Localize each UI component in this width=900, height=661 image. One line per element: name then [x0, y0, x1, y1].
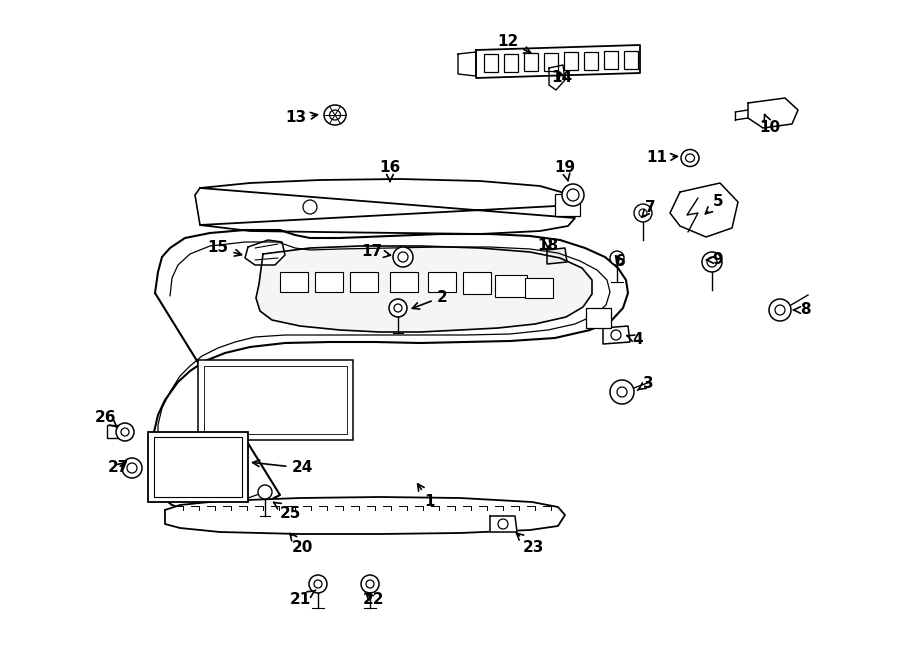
- Circle shape: [393, 247, 413, 267]
- Circle shape: [562, 184, 584, 206]
- Circle shape: [634, 204, 652, 222]
- Bar: [524, 53, 538, 71]
- Text: 25: 25: [274, 502, 301, 520]
- Text: 23: 23: [517, 533, 544, 555]
- Text: 26: 26: [94, 410, 117, 428]
- Circle shape: [398, 252, 408, 262]
- Bar: [463, 272, 491, 294]
- Bar: [428, 272, 456, 292]
- Bar: [584, 52, 598, 69]
- Bar: [154, 437, 242, 497]
- Text: 4: 4: [627, 332, 644, 348]
- Circle shape: [366, 580, 374, 588]
- Text: 15: 15: [207, 241, 241, 256]
- Circle shape: [610, 251, 624, 265]
- Circle shape: [116, 423, 134, 441]
- Polygon shape: [245, 240, 285, 265]
- Circle shape: [122, 458, 142, 478]
- Circle shape: [394, 304, 402, 312]
- Text: 22: 22: [362, 592, 383, 607]
- Bar: [555, 194, 580, 216]
- Bar: [148, 432, 248, 502]
- Text: 12: 12: [498, 34, 531, 53]
- Circle shape: [361, 575, 379, 593]
- Text: 8: 8: [794, 303, 810, 317]
- Bar: [604, 51, 618, 69]
- Text: 19: 19: [554, 159, 576, 180]
- Circle shape: [258, 485, 272, 499]
- Circle shape: [707, 257, 717, 267]
- Circle shape: [617, 387, 627, 397]
- Circle shape: [769, 299, 791, 321]
- Text: 11: 11: [646, 151, 678, 165]
- Circle shape: [775, 305, 785, 315]
- Circle shape: [611, 330, 621, 340]
- Ellipse shape: [681, 149, 699, 167]
- Polygon shape: [670, 183, 738, 237]
- Text: 5: 5: [706, 194, 724, 214]
- Bar: [198, 360, 353, 440]
- Text: 7: 7: [642, 200, 655, 217]
- Bar: [544, 52, 558, 71]
- Text: 16: 16: [380, 161, 400, 182]
- Polygon shape: [458, 52, 476, 76]
- Polygon shape: [165, 497, 565, 534]
- Circle shape: [121, 428, 129, 436]
- Bar: [107, 425, 121, 438]
- Bar: [504, 54, 518, 71]
- Circle shape: [639, 209, 647, 217]
- Text: 2: 2: [412, 290, 447, 309]
- Bar: [204, 366, 347, 434]
- Circle shape: [303, 200, 317, 214]
- Text: 21: 21: [290, 590, 316, 607]
- Ellipse shape: [686, 154, 695, 162]
- Polygon shape: [748, 98, 798, 128]
- Circle shape: [309, 575, 327, 593]
- Polygon shape: [603, 326, 630, 344]
- Text: 18: 18: [537, 237, 559, 253]
- Bar: [280, 272, 308, 292]
- Text: 3: 3: [637, 375, 653, 391]
- Circle shape: [702, 252, 722, 272]
- Text: 14: 14: [552, 71, 572, 85]
- Ellipse shape: [324, 105, 346, 125]
- Bar: [564, 52, 578, 70]
- Bar: [495, 275, 527, 297]
- Circle shape: [610, 380, 634, 404]
- Bar: [350, 272, 378, 292]
- Bar: [586, 308, 611, 328]
- Text: 10: 10: [760, 114, 780, 136]
- Circle shape: [127, 463, 137, 473]
- Text: 13: 13: [285, 110, 318, 126]
- Polygon shape: [256, 246, 592, 332]
- Polygon shape: [547, 248, 567, 264]
- Polygon shape: [476, 45, 640, 78]
- Ellipse shape: [329, 110, 340, 120]
- Bar: [525, 278, 553, 298]
- Polygon shape: [490, 516, 517, 532]
- Polygon shape: [152, 230, 628, 510]
- Circle shape: [314, 580, 322, 588]
- Circle shape: [567, 189, 579, 201]
- Bar: [315, 272, 343, 292]
- Text: 1: 1: [418, 484, 436, 510]
- Text: 9: 9: [706, 253, 724, 268]
- Text: 6: 6: [615, 254, 626, 270]
- Text: 27: 27: [107, 461, 129, 475]
- Circle shape: [498, 519, 508, 529]
- Bar: [484, 54, 498, 72]
- Text: 17: 17: [362, 245, 391, 260]
- Circle shape: [389, 299, 407, 317]
- Bar: [390, 272, 418, 292]
- Bar: [624, 50, 638, 69]
- Polygon shape: [200, 179, 575, 234]
- Text: 24: 24: [253, 460, 312, 475]
- Text: 20: 20: [290, 533, 312, 555]
- Polygon shape: [549, 65, 565, 90]
